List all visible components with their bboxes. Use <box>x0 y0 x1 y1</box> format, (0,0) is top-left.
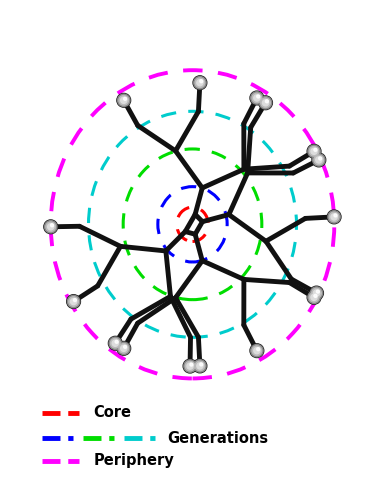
Text: Generations: Generations <box>167 431 268 446</box>
Circle shape <box>310 286 323 300</box>
Circle shape <box>308 291 320 304</box>
Circle shape <box>50 224 54 227</box>
Circle shape <box>311 294 317 300</box>
Circle shape <box>44 220 58 234</box>
Circle shape <box>115 340 118 343</box>
Circle shape <box>314 155 324 164</box>
Circle shape <box>124 98 127 100</box>
Circle shape <box>45 220 57 233</box>
Circle shape <box>313 290 320 296</box>
Circle shape <box>119 96 129 105</box>
Circle shape <box>252 93 262 103</box>
Circle shape <box>200 363 203 366</box>
Circle shape <box>121 345 127 352</box>
Circle shape <box>307 290 321 304</box>
Circle shape <box>69 296 79 306</box>
Circle shape <box>187 363 193 369</box>
Circle shape <box>193 76 207 90</box>
Circle shape <box>194 76 206 89</box>
Circle shape <box>117 94 131 107</box>
Circle shape <box>194 360 206 372</box>
Circle shape <box>117 342 130 354</box>
Circle shape <box>197 363 203 369</box>
Circle shape <box>124 346 127 348</box>
Circle shape <box>46 222 55 232</box>
Circle shape <box>259 96 272 110</box>
Circle shape <box>121 97 127 103</box>
Circle shape <box>261 98 270 108</box>
Circle shape <box>313 154 325 166</box>
Circle shape <box>252 346 262 356</box>
Circle shape <box>329 212 339 222</box>
Circle shape <box>309 146 319 156</box>
Circle shape <box>257 348 260 350</box>
Circle shape <box>334 214 337 217</box>
Circle shape <box>74 298 77 302</box>
Circle shape <box>185 362 195 371</box>
Circle shape <box>197 80 203 86</box>
Circle shape <box>251 344 263 357</box>
Circle shape <box>314 148 317 152</box>
Circle shape <box>110 338 120 348</box>
Circle shape <box>257 95 260 98</box>
Circle shape <box>265 100 268 103</box>
Circle shape <box>314 294 317 298</box>
Circle shape <box>117 342 131 355</box>
Circle shape <box>319 157 322 160</box>
Text: Core: Core <box>93 405 131 420</box>
Circle shape <box>331 214 337 220</box>
Circle shape <box>195 361 205 370</box>
Circle shape <box>254 348 260 354</box>
Circle shape <box>254 95 260 101</box>
Circle shape <box>195 78 205 88</box>
Circle shape <box>109 337 121 349</box>
Circle shape <box>263 100 269 106</box>
Circle shape <box>310 287 323 299</box>
Circle shape <box>200 80 203 82</box>
Circle shape <box>250 344 264 358</box>
Circle shape <box>184 360 196 372</box>
Circle shape <box>311 148 317 154</box>
Circle shape <box>307 144 321 158</box>
Circle shape <box>316 157 322 163</box>
Circle shape <box>250 91 264 105</box>
Circle shape <box>48 224 54 230</box>
Circle shape <box>312 288 321 298</box>
Circle shape <box>259 96 272 109</box>
Text: Periphery: Periphery <box>93 453 174 468</box>
Circle shape <box>183 359 197 373</box>
Circle shape <box>119 344 129 353</box>
Circle shape <box>312 153 326 167</box>
Circle shape <box>308 145 320 158</box>
Circle shape <box>67 294 80 308</box>
Circle shape <box>251 92 263 104</box>
Circle shape <box>327 210 341 224</box>
Circle shape <box>190 363 193 366</box>
Circle shape <box>328 210 340 223</box>
Circle shape <box>112 340 118 346</box>
Circle shape <box>193 359 207 373</box>
Circle shape <box>109 336 122 350</box>
Circle shape <box>316 290 320 293</box>
Circle shape <box>70 298 77 304</box>
Circle shape <box>67 296 80 308</box>
Circle shape <box>309 292 319 302</box>
Circle shape <box>117 94 130 106</box>
